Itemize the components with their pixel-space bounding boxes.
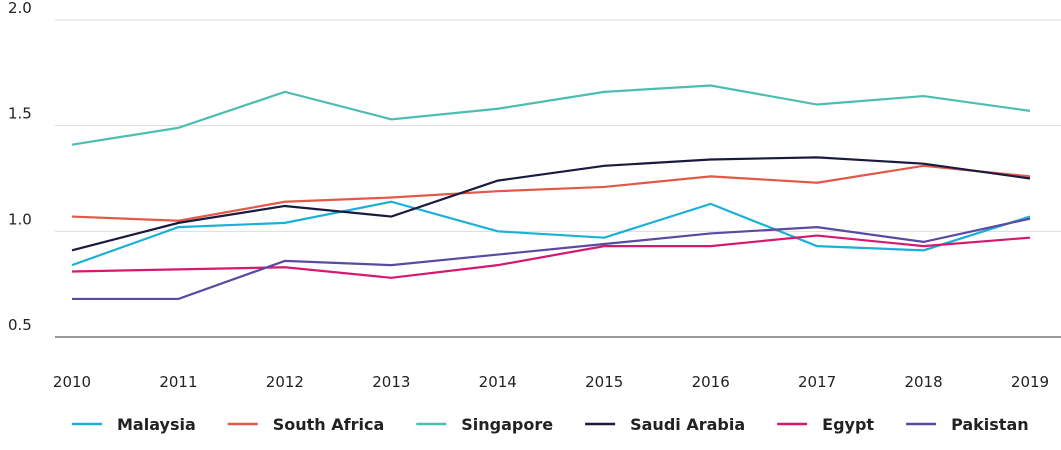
legend-label: Saudi Arabia [630, 415, 745, 434]
series-line [71, 84, 1031, 146]
y-tick-label: 0.5 [8, 316, 32, 334]
x-tick-label: 2017 [798, 373, 836, 391]
legend-label: South Africa [273, 415, 385, 434]
y-tick-label: 2.0 [8, 0, 32, 17]
legend-label: Egypt [822, 415, 874, 434]
y-tick-label: 1.0 [8, 210, 32, 228]
x-tick-label: 2019 [1011, 373, 1049, 391]
series-line [72, 217, 1031, 301]
series-line [71, 200, 1031, 267]
x-tick-label: 2016 [692, 373, 730, 391]
legend-label: Malaysia [117, 415, 196, 434]
x-tick-label: 2018 [904, 373, 942, 391]
series-line [71, 234, 1031, 279]
series-line [71, 164, 1031, 222]
y-tick-label: 1.5 [8, 105, 32, 123]
x-tick-label: 2010 [53, 373, 91, 391]
x-tick-label: 2013 [372, 373, 410, 391]
legend-label: Pakistan [951, 415, 1029, 434]
x-tick-label: 2015 [585, 373, 623, 391]
x-tick-label: 2012 [266, 373, 304, 391]
series-line [71, 156, 1031, 252]
legend-label: Singapore [461, 415, 553, 434]
x-tick-label: 2011 [159, 373, 197, 391]
x-tick-label: 2014 [479, 373, 517, 391]
